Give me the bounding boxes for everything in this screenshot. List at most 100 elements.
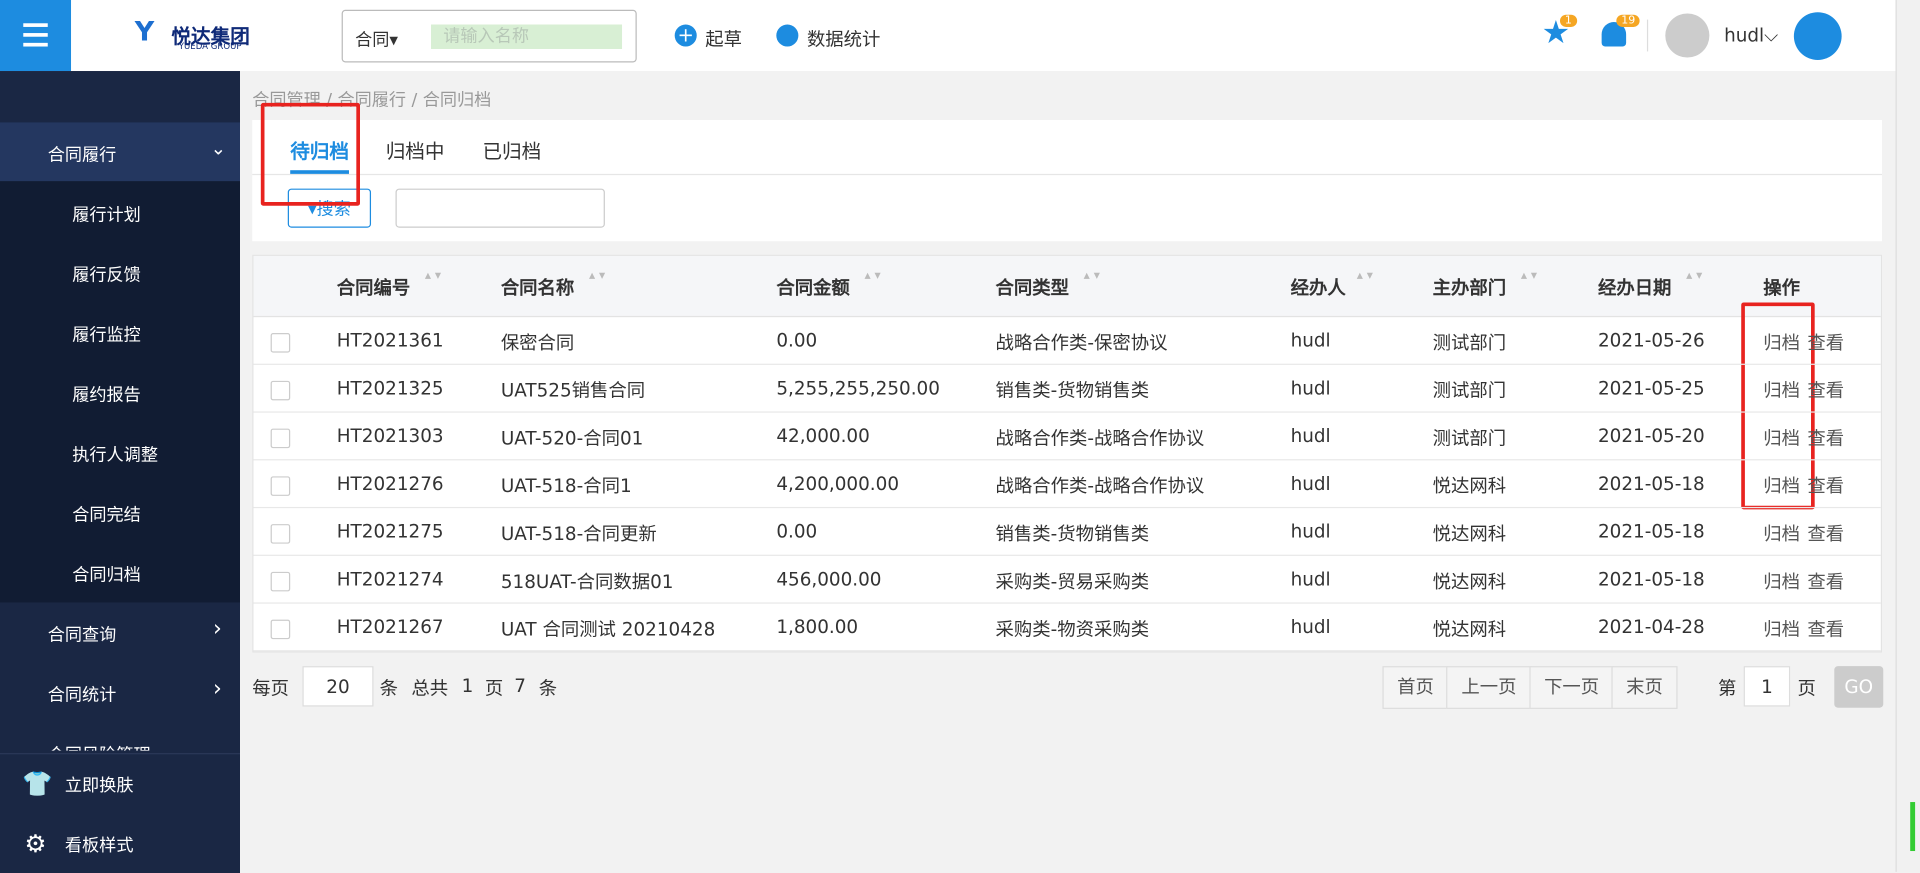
row-checkbox[interactable] <box>270 619 291 640</box>
skin-link[interactable]: 立即换肤 <box>64 776 134 796</box>
submenu-item[interactable]: 执行人调整 <box>72 445 158 466</box>
cell: hudl <box>1290 377 1331 400</box>
cell: 0.00 <box>776 329 818 352</box>
table-row <box>253 508 1881 556</box>
menu-toggle[interactable] <box>0 0 72 72</box>
app-switch[interactable] <box>1793 12 1842 61</box>
row-checkbox[interactable] <box>270 571 291 592</box>
row-checkbox[interactable] <box>270 476 291 496</box>
row-checkbox[interactable] <box>270 380 291 401</box>
column-header[interactable]: 合同金额 <box>776 276 850 299</box>
cell: 518UAT-合同数据01 <box>500 570 674 593</box>
chevron: › <box>213 675 222 702</box>
draft-link[interactable]: 起草 <box>705 28 743 51</box>
cell: HT2021274 <box>336 568 444 591</box>
menu-group[interactable]: 合同风险管理 <box>48 742 151 751</box>
row-action[interactable]: 归档 <box>1763 379 1801 402</box>
row-action[interactable]: 归档 <box>1763 427 1801 450</box>
row-action[interactable]: 查看 <box>1807 570 1845 593</box>
stats-link[interactable]: 数据统计 <box>806 28 881 51</box>
row-action[interactable]: 归档 <box>1763 522 1801 545</box>
menu-group: 合同履行 <box>47 145 117 166</box>
table <box>252 254 1883 653</box>
sort-icon[interactable]: ▴ ▾ <box>588 269 606 283</box>
cell: 2021-05-18 <box>1597 472 1705 495</box>
search-type[interactable]: 合同▾ <box>355 30 398 51</box>
user-menu[interactable]: hudl⌵ <box>1724 24 1779 47</box>
submenu-item[interactable]: 合同归档 <box>72 565 141 586</box>
breadcrumb: 合同管理 / 合同履行 / 合同归档 <box>252 90 492 111</box>
row-checkbox[interactable] <box>270 333 291 353</box>
draft-icon: + <box>674 24 697 47</box>
submenu-item[interactable]: 合同完结 <box>72 505 141 526</box>
sort-icon[interactable]: ▴ ▾ <box>1686 269 1703 283</box>
cell: UAT-520-合同01 <box>500 427 644 450</box>
cell: 保密合同 <box>500 331 575 354</box>
page-button[interactable]: 上一页 <box>1446 666 1532 709</box>
sort-icon[interactable]: ▴ ▾ <box>1083 269 1100 283</box>
row-action[interactable]: 归档 <box>1763 570 1801 593</box>
tab-active[interactable]: 待归档 <box>290 139 349 163</box>
row-checkbox[interactable] <box>270 428 291 449</box>
tab[interactable]: 已归档 <box>482 139 542 163</box>
avatar[interactable] <box>1665 13 1710 58</box>
row-action[interactable]: 查看 <box>1807 618 1845 641</box>
scrollbar <box>1895 0 1920 872</box>
row-action[interactable]: 查看 <box>1807 522 1845 545</box>
column-header[interactable]: 经办日期 <box>1597 276 1672 299</box>
bell-badge: 19 <box>1616 14 1641 27</box>
submenu-item[interactable]: 履约报告 <box>72 385 141 406</box>
cell: 悦达网科 <box>1432 522 1507 545</box>
column-header[interactable]: 经办人 <box>1290 276 1346 299</box>
column-header[interactable]: 合同编号 <box>336 276 411 299</box>
page-button[interactable]: 首页 <box>1382 666 1449 709</box>
tab-underline <box>290 170 349 174</box>
page-button[interactable]: 末页 <box>1611 666 1678 709</box>
row-checkbox[interactable] <box>270 524 291 544</box>
sort-icon[interactable]: ▴ ▾ <box>424 269 442 283</box>
user-name: hudl <box>1724 24 1765 47</box>
cell: 2021-05-26 <box>1597 329 1705 352</box>
submenu-item[interactable]: 履行反馈 <box>72 265 141 286</box>
menu-group-active[interactable] <box>0 122 241 182</box>
menu-group[interactable]: 合同查询 <box>47 625 117 646</box>
page-button[interactable]: 下一页 <box>1529 666 1614 709</box>
submenu-item[interactable]: 履行监控 <box>72 325 141 346</box>
row-action[interactable]: 查看 <box>1807 475 1845 498</box>
column-header[interactable]: 合同类型 <box>995 276 1069 299</box>
sort-icon[interactable]: ▴ ▾ <box>1520 269 1538 283</box>
cell: UAT 合同测试 20210428 <box>500 618 716 641</box>
row-action[interactable]: 归档 <box>1763 475 1801 498</box>
cell: HT2021325 <box>336 377 444 400</box>
row-action[interactable]: 归档 <box>1763 618 1801 641</box>
sort-icon[interactable]: ▴ ▾ <box>1356 269 1373 283</box>
sort-icon[interactable]: ▴ ▾ <box>864 269 881 283</box>
scroll-thumb <box>1910 802 1916 852</box>
column-header[interactable]: 合同名称 <box>500 276 575 299</box>
row-action[interactable]: 查看 <box>1807 331 1845 354</box>
row-action[interactable]: 归档 <box>1763 331 1801 354</box>
label: 条 <box>538 677 558 700</box>
row-action[interactable]: 查看 <box>1807 379 1845 402</box>
column-header[interactable]: 主办部门 <box>1432 276 1507 299</box>
cell: 悦达网科 <box>1432 618 1507 641</box>
search-input[interactable]: 请输入名称 <box>431 24 623 49</box>
logo: 悦达集团 <box>171 24 250 48</box>
cell: 5,255,255,250.00 <box>776 377 940 400</box>
label: 总共 <box>411 677 449 700</box>
cell: hudl <box>1290 329 1331 352</box>
menu-group[interactable]: 合同统计 <box>47 685 117 706</box>
board-link[interactable]: 看板样式 <box>64 836 134 856</box>
filter-input[interactable] <box>395 188 605 228</box>
goto-input[interactable]: 1 <box>1743 666 1791 707</box>
go-button[interactable]: GO <box>1834 666 1884 708</box>
cell: 1,800.00 <box>776 615 859 638</box>
submenu-item[interactable]: 履行计划 <box>72 205 141 226</box>
cell: 2021-05-20 <box>1597 424 1705 447</box>
per-page-select[interactable]: 20 <box>302 666 374 707</box>
row-action[interactable]: 查看 <box>1807 427 1845 450</box>
divider <box>1646 19 1649 52</box>
cell: HT2021361 <box>336 329 444 352</box>
tab[interactable]: 归档中 <box>385 139 445 163</box>
